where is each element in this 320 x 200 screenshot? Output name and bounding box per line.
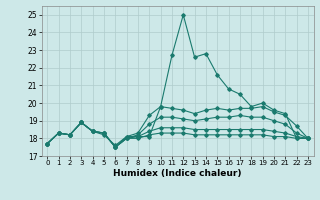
X-axis label: Humidex (Indice chaleur): Humidex (Indice chaleur) [113,169,242,178]
